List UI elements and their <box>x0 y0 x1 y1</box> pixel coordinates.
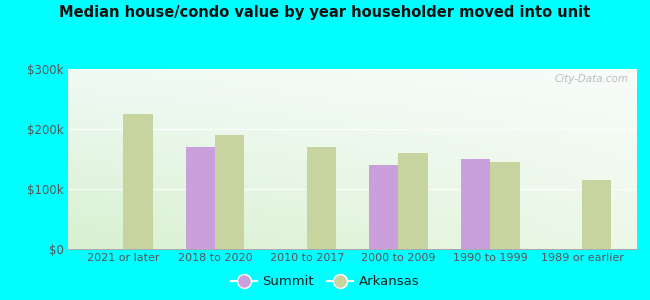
Bar <box>124 114 153 249</box>
Text: City-Data.com: City-Data.com <box>554 74 629 84</box>
Text: Median house/condo value by year householder moved into unit: Median house/condo value by year househo… <box>59 4 591 20</box>
Bar <box>307 147 336 249</box>
Legend: Summit, Arkansas: Summit, Arkansas <box>226 270 424 293</box>
Bar <box>215 135 244 249</box>
Bar <box>461 159 490 249</box>
Bar <box>490 162 519 249</box>
Bar <box>186 147 215 249</box>
Bar <box>369 165 398 249</box>
Bar <box>398 153 428 249</box>
Bar <box>582 180 611 249</box>
